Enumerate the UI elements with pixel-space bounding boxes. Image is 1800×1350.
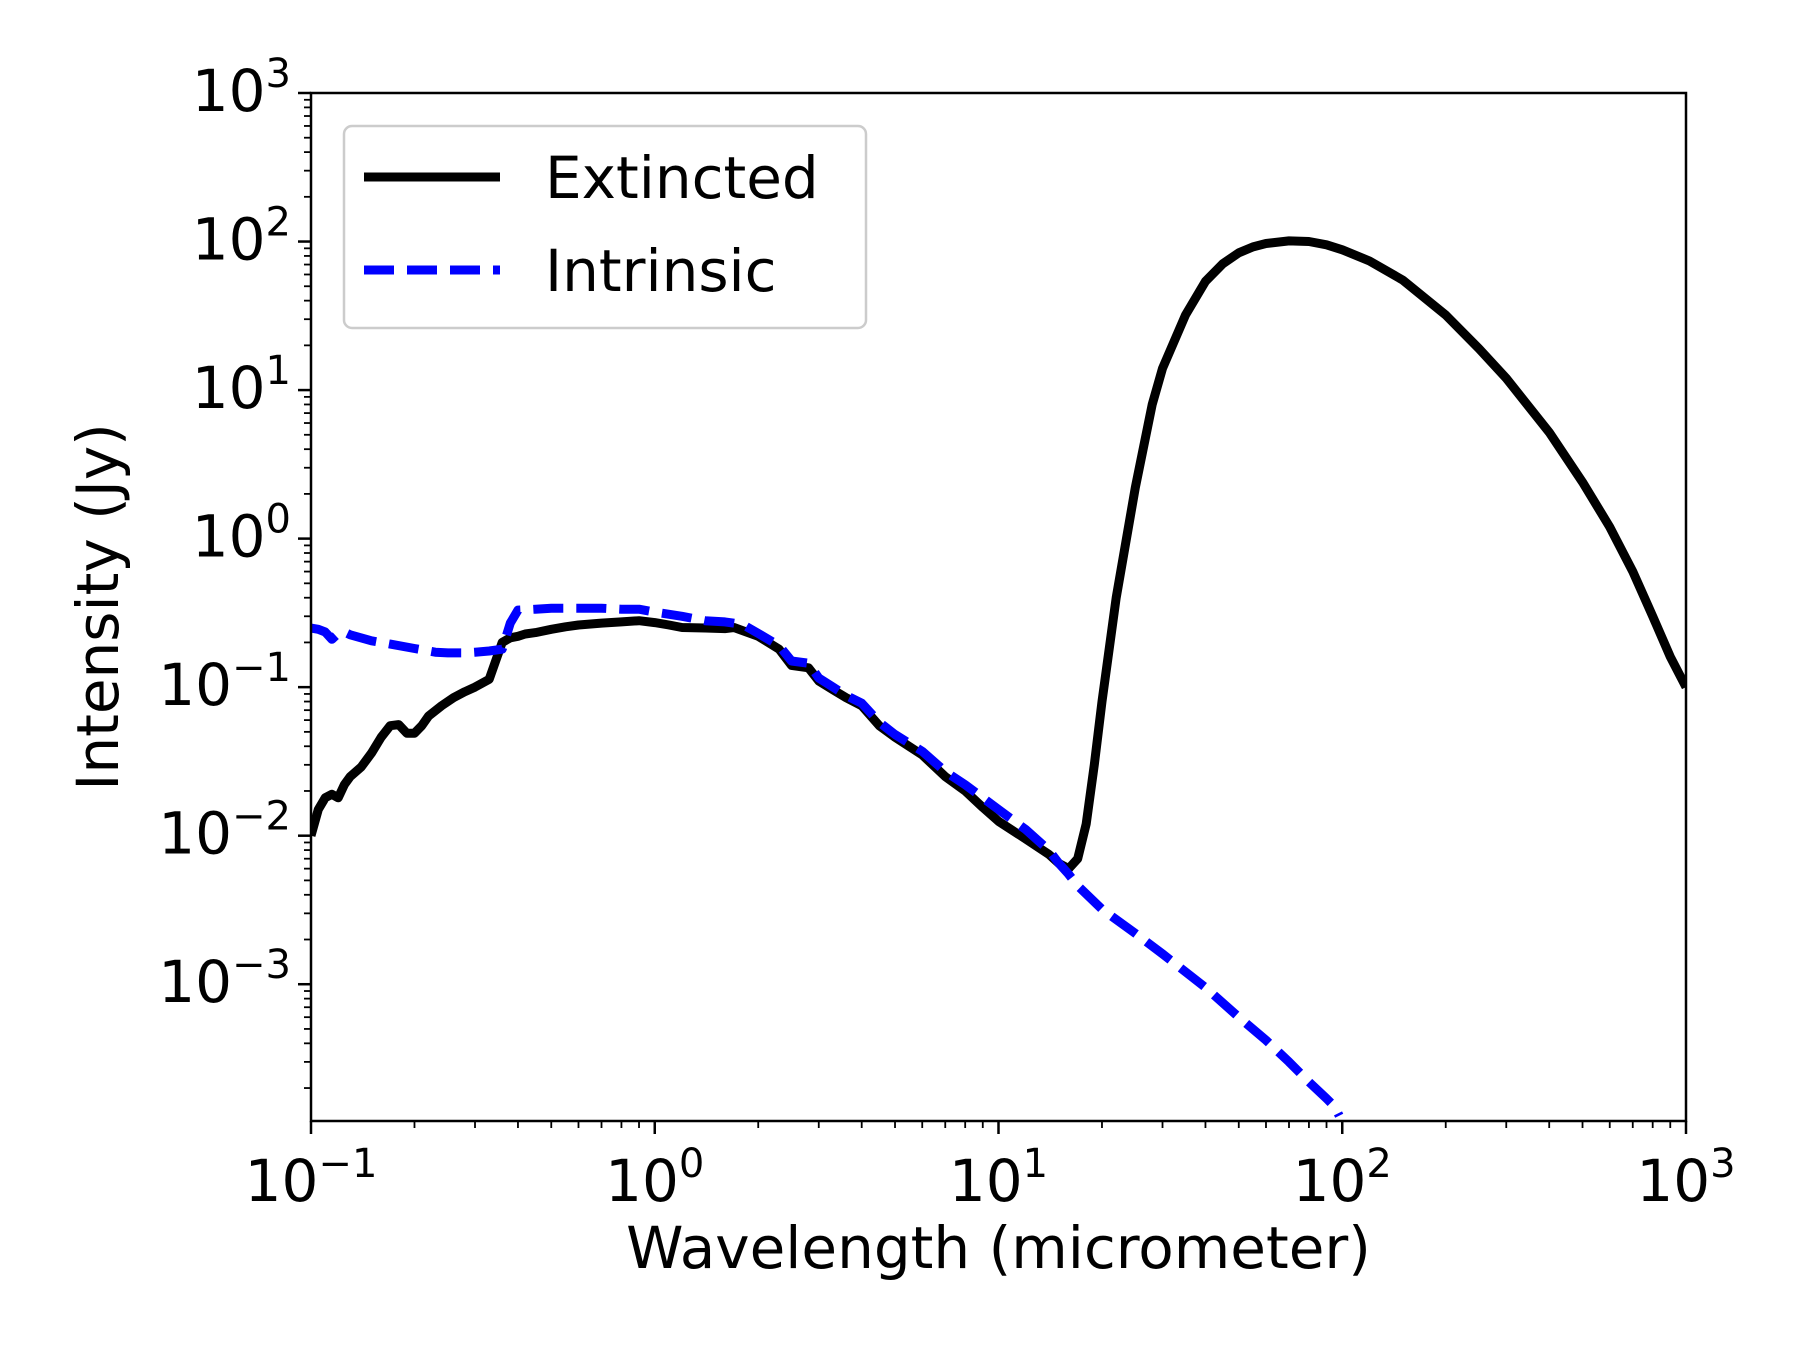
y-tick-label: 101 [192,348,291,422]
y-tick-labels: 10−3 10−2 10−1 100 101 102 103 [158,51,291,1016]
series-layer [311,236,1686,1118]
y-tick-label: 10−1 [158,645,291,719]
series-line-intrinsic [311,603,1344,1118]
y-axis-label: Intensity (Jy) [64,423,132,791]
legend: Extincted Intrinsic [342,124,868,330]
x-axis-label: Wavelength (micrometer) [626,1214,1371,1282]
x-tick-label: 10−1 [245,1141,378,1215]
plot-frame [309,91,1688,1123]
major-ticks [298,91,1688,1134]
x-tick-label: 100 [605,1141,704,1215]
x-tick-label: 101 [949,1141,1048,1215]
legend-label-extincted: Extincted [545,144,819,212]
legend-label-intrinsic: Intrinsic [545,237,777,305]
x-tick-label: 102 [1293,1141,1392,1215]
x-tick-label: 103 [1636,1141,1735,1215]
y-tick-label: 103 [192,51,291,125]
x-tick-labels: 10−1 100 101 102 103 [245,1141,1736,1215]
y-tick-label: 102 [192,200,291,274]
y-tick-label: 10−2 [158,794,291,868]
y-tick-label: 10−3 [158,942,291,1016]
y-tick-label: 100 [192,497,291,571]
